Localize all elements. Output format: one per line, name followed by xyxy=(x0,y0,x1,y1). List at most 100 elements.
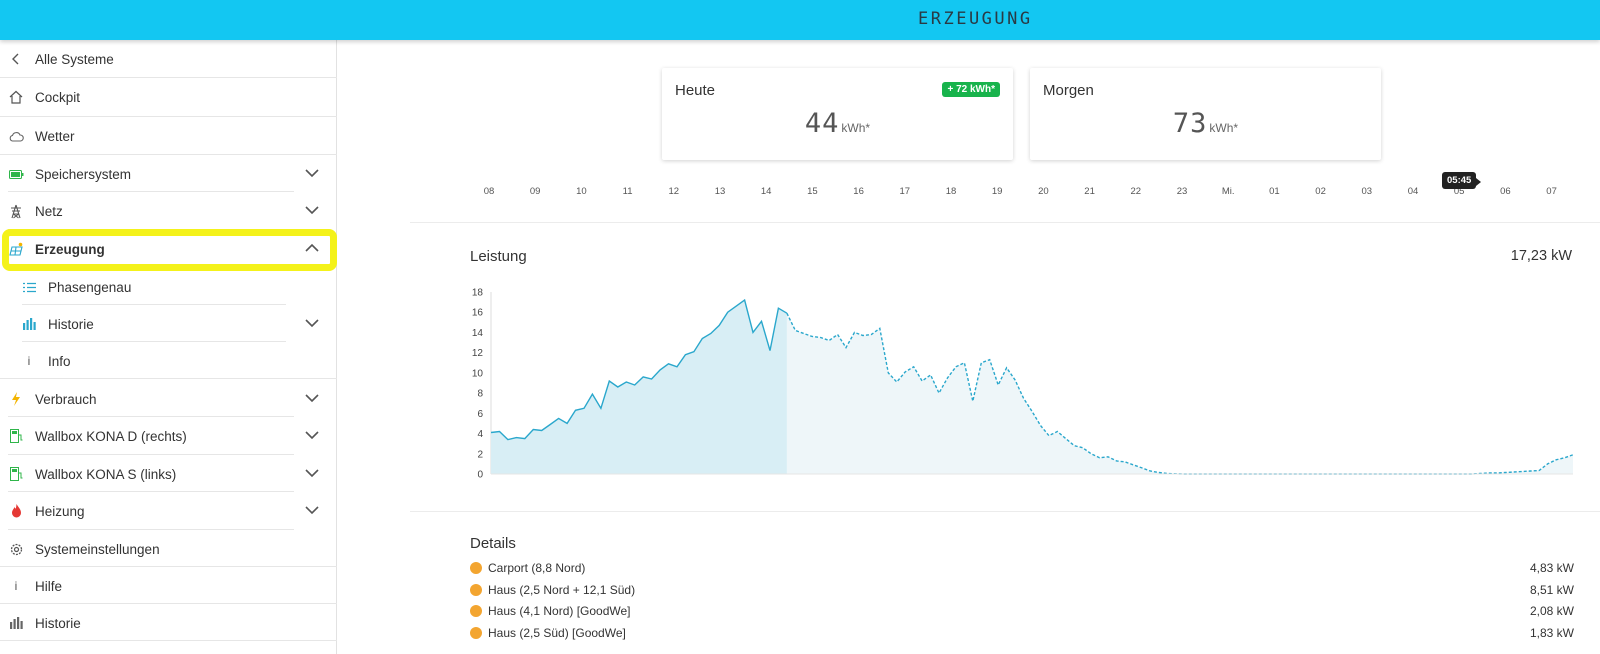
sidebar-item-erzeugung[interactable]: Erzeugung xyxy=(0,230,337,268)
y-tick-label: 18 xyxy=(472,288,484,299)
power-tower-icon xyxy=(8,203,24,219)
y-tick-label: 12 xyxy=(472,348,484,359)
settings-icon xyxy=(8,541,24,557)
today-value-wrap: 44 kWh* xyxy=(662,108,1013,139)
hour-label[interactable]: 18 xyxy=(945,186,957,197)
top-bar: ERZEUGUNG xyxy=(0,0,1600,40)
flame-icon xyxy=(8,503,24,519)
sidebar-item-verbrauch[interactable]: Verbrauch xyxy=(0,380,337,418)
detail-value: 2,08 kW xyxy=(1529,604,1574,618)
hour-label[interactable]: 19 xyxy=(991,186,1003,197)
sidebar-item-wetter[interactable]: Wetter xyxy=(0,117,337,155)
sidebar-item-label: Phasengenau xyxy=(48,279,132,295)
hour-label[interactable]: 07 xyxy=(1546,186,1557,197)
detail-value: 4,83 kW xyxy=(1529,561,1574,575)
bar-chart-icon xyxy=(8,615,24,631)
hour-label[interactable]: 14 xyxy=(760,186,772,197)
forecast-area xyxy=(786,313,1573,474)
hour-label[interactable]: 02 xyxy=(1315,186,1326,197)
chevron-left-icon xyxy=(8,51,24,67)
detail-row: Haus (2,5 Süd) [GoodWe] 1,83 kW xyxy=(470,625,1574,645)
chevron-down-icon[interactable] xyxy=(305,318,319,328)
smiley-icon xyxy=(470,605,482,617)
tomorrow-value-wrap: 73 kWh* xyxy=(1030,108,1381,139)
hour-label[interactable]: 23 xyxy=(1176,186,1188,197)
y-tick-label: 0 xyxy=(477,470,483,481)
sidebar-item-info-sub[interactable]: i Info xyxy=(0,342,337,380)
time-tooltip: 05:45 xyxy=(1442,172,1482,189)
chevron-down-icon[interactable] xyxy=(305,505,319,515)
hour-label[interactable]: Mi. xyxy=(1221,186,1235,197)
hour-label[interactable]: 15 xyxy=(807,186,818,197)
chevron-down-icon[interactable] xyxy=(305,168,319,178)
hour-label[interactable]: 09 xyxy=(529,186,541,197)
home-icon xyxy=(8,89,24,105)
hour-label[interactable]: 12 xyxy=(668,186,680,197)
power-chart[interactable]: 18 16 14 12 10 8 6 4 2 0 xyxy=(455,280,1575,480)
detail-label: Haus (4,1 Nord) [GoodWe] xyxy=(488,604,631,618)
sidebar-item-label: Speichersystem xyxy=(35,166,132,182)
today-title: Heute xyxy=(675,82,716,99)
sidebar-item-label: Info xyxy=(48,353,71,369)
chevron-down-icon[interactable] xyxy=(305,468,319,478)
power-value: 17,23 kW xyxy=(1510,248,1572,264)
today-unit: kWh* xyxy=(841,121,871,135)
sidebar-item-label: Wetter xyxy=(35,128,75,144)
today-badge: + 72 kWh* xyxy=(942,82,1000,97)
hour-label[interactable]: 17 xyxy=(899,186,911,197)
sidebar-item-label: Historie xyxy=(35,615,81,631)
sidebar-item-phasengenau[interactable]: Phasengenau xyxy=(0,268,337,306)
hour-label[interactable]: 06 xyxy=(1500,186,1511,197)
hour-label[interactable]: 03 xyxy=(1361,186,1373,197)
detail-label: Carport (8,8 Nord) xyxy=(488,561,586,575)
sidebar-item-historie-sub[interactable]: Historie xyxy=(0,305,337,343)
sidebar-item-label: Hilfe xyxy=(35,578,63,594)
details-title: Details xyxy=(470,535,516,552)
sidebar-item-label: Historie xyxy=(48,316,94,332)
hour-label[interactable]: 01 xyxy=(1269,186,1280,197)
hour-label[interactable]: 05 xyxy=(1453,186,1465,197)
chevron-down-icon[interactable] xyxy=(305,430,319,440)
hour-label[interactable]: 22 xyxy=(1130,186,1142,197)
tomorrow-title: Morgen xyxy=(1043,82,1094,99)
sidebar-item-cockpit[interactable]: Cockpit xyxy=(0,78,337,116)
divider xyxy=(410,222,1600,223)
divider xyxy=(410,511,1600,512)
page-title: ERZEUGUNG xyxy=(918,9,1033,29)
sidebar-item-label: Verbrauch xyxy=(35,391,97,407)
hour-label[interactable]: 13 xyxy=(714,186,726,197)
sidebar-item-wallbox-kona-s[interactable]: Wallbox KONA S (links) xyxy=(0,455,337,493)
hour-label[interactable]: 16 xyxy=(853,186,864,197)
sidebar-item-speichersystem[interactable]: Speichersystem xyxy=(0,155,337,193)
cloud-icon xyxy=(8,128,24,144)
chevron-up-icon[interactable] xyxy=(305,243,319,253)
chevron-down-icon[interactable] xyxy=(305,393,319,403)
sidebar-item-heizung[interactable]: Heizung xyxy=(0,492,337,530)
sidebar-item-historie[interactable]: Historie xyxy=(0,604,337,642)
today-card: Heute + 72 kWh* 44 kWh* xyxy=(662,68,1013,160)
sidebar-item-systemeinstellungen[interactable]: Systemeinstellungen xyxy=(0,530,337,568)
sidebar-item-netz[interactable]: Netz xyxy=(0,192,337,230)
power-title: Leistung xyxy=(470,248,527,265)
y-tick-label: 6 xyxy=(477,409,483,420)
back-to-all-systems[interactable]: Alle Systeme xyxy=(0,40,337,78)
hour-label[interactable]: 21 xyxy=(1084,186,1095,197)
y-tick-label: 4 xyxy=(477,429,483,440)
hour-label[interactable]: 20 xyxy=(1038,186,1049,197)
detail-label: Haus (2,5 Süd) [GoodWe] xyxy=(488,625,626,640)
hour-label[interactable]: 11 xyxy=(622,186,633,197)
chevron-down-icon[interactable] xyxy=(305,205,319,215)
y-tick-label: 10 xyxy=(472,368,484,379)
smiley-icon xyxy=(470,626,482,639)
lightning-icon xyxy=(8,391,24,407)
hour-label[interactable]: 08 xyxy=(483,186,495,197)
hour-label[interactable]: 04 xyxy=(1407,186,1419,197)
sidebar-item-hilfe[interactable]: i Hilfe xyxy=(0,567,337,605)
hour-label[interactable]: 10 xyxy=(576,186,587,197)
hour-timeline[interactable]: 08 09 10 11 12 13 14 15 16 17 18 19 20 21 22 23 Mi. 01 02 0… xyxy=(0,186,1600,202)
list-icon xyxy=(21,279,37,295)
actual-line xyxy=(490,298,788,441)
sidebar-item-label: Cockpit xyxy=(35,89,81,105)
sidebar-item-wallbox-kona-d[interactable]: Wallbox KONA D (rechts) xyxy=(0,417,337,455)
tomorrow-unit: kWh* xyxy=(1209,121,1239,135)
